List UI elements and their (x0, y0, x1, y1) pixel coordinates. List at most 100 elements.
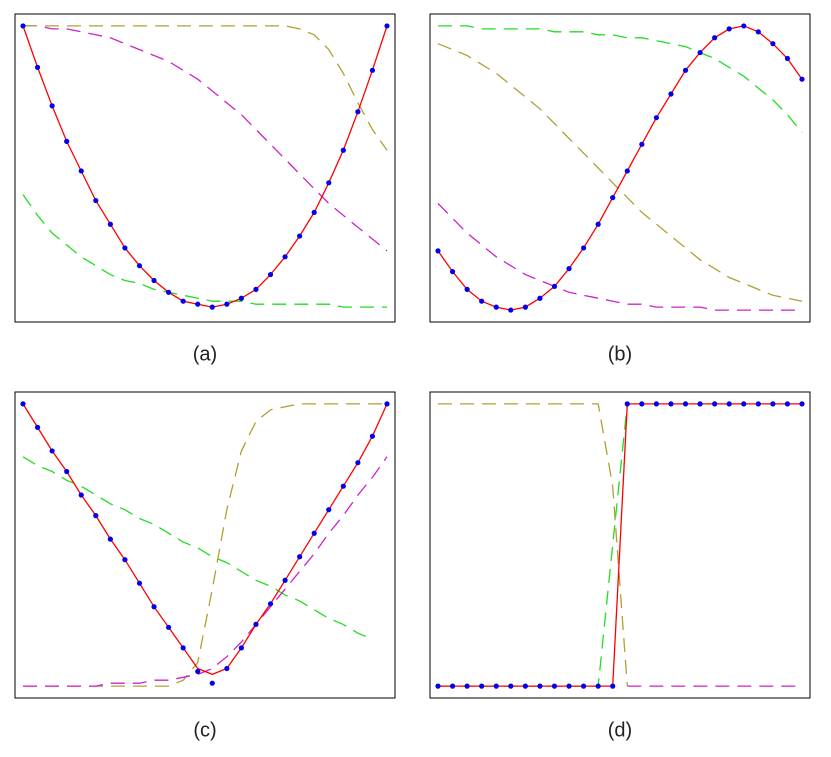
data-point (136, 580, 143, 586)
data-point (282, 254, 288, 260)
dashed-curve (23, 403, 387, 687)
data-point (784, 401, 791, 407)
data-point (209, 680, 215, 686)
data-point (653, 115, 660, 121)
data-point (755, 29, 761, 35)
plot-frame (429, 391, 811, 699)
data-point (311, 209, 317, 215)
data-point (581, 245, 587, 251)
panel-caption: (d) (608, 719, 632, 741)
fit-line (438, 403, 802, 687)
panel-caption: (a) (193, 343, 217, 365)
data-point (508, 307, 514, 313)
data-point (449, 269, 456, 275)
data-point (34, 424, 41, 430)
data-point (369, 433, 376, 439)
data-point (712, 35, 718, 41)
data-point (653, 401, 660, 407)
data-point (668, 91, 674, 97)
data-point (136, 263, 143, 269)
data-point (770, 401, 776, 407)
data-point (20, 23, 26, 29)
data-point (326, 507, 332, 513)
data-point (93, 197, 99, 204)
data-point (624, 168, 630, 174)
data-point (624, 401, 630, 407)
data-point (297, 554, 303, 560)
dashed-curve (23, 456, 388, 687)
data-point (107, 536, 113, 542)
data-point (238, 295, 244, 301)
fit-line (22, 403, 388, 676)
data-point (122, 557, 128, 563)
panel-caption: (c) (193, 719, 216, 741)
data-point (770, 41, 776, 47)
data-point (355, 460, 361, 466)
data-point (668, 401, 674, 407)
data-point (151, 604, 157, 610)
data-point (464, 286, 470, 292)
data-point (151, 277, 157, 284)
data-point (238, 645, 244, 651)
data-point (508, 683, 514, 689)
data-point (537, 683, 543, 689)
data-point (566, 683, 572, 689)
dashed-curve (437, 203, 802, 311)
data-point (551, 683, 558, 689)
data-point (64, 468, 70, 475)
data-point (712, 401, 718, 407)
data-point (282, 577, 288, 583)
data-point (253, 286, 259, 292)
data-point (741, 401, 747, 407)
data-point (224, 301, 230, 307)
data-point (595, 221, 601, 227)
data-point (122, 245, 128, 251)
data-point (297, 233, 303, 239)
data-point (493, 683, 499, 689)
data-point (267, 271, 274, 278)
data-point (799, 401, 805, 407)
data-point (595, 683, 601, 689)
data-point (566, 266, 572, 272)
data-point (224, 665, 230, 672)
data-point (522, 683, 528, 689)
plot-frame (14, 391, 396, 699)
data-point (326, 180, 332, 186)
data-point (479, 298, 485, 304)
data-point (435, 683, 441, 689)
data-point (755, 401, 761, 407)
dashed-curve (438, 25, 803, 133)
data-point (435, 248, 441, 254)
data-point (340, 147, 346, 153)
dashed-curve (23, 25, 388, 151)
dashed-curve (438, 403, 628, 687)
data-point (340, 483, 346, 489)
data-point (682, 401, 689, 407)
data-point (49, 448, 55, 454)
data-point (20, 401, 26, 407)
dashed-curve (22, 194, 387, 308)
data-point (369, 67, 376, 73)
data-point (493, 304, 499, 310)
data-point (479, 683, 485, 689)
data-point (209, 304, 215, 310)
fit-line (22, 25, 388, 308)
data-point (180, 645, 186, 651)
dashed-curve (23, 25, 388, 252)
panel-caption: (b) (608, 343, 632, 365)
data-point (78, 168, 84, 174)
data-point (449, 683, 456, 689)
data-point (180, 298, 186, 304)
data-point (384, 401, 390, 407)
data-point (253, 621, 259, 627)
data-point (551, 283, 558, 289)
data-point (34, 64, 41, 70)
data-point (741, 23, 747, 29)
data-point (610, 195, 616, 201)
data-point (537, 295, 543, 301)
data-point (107, 221, 113, 227)
data-point (697, 49, 703, 56)
plot-frame (14, 13, 396, 323)
data-point (726, 26, 732, 32)
